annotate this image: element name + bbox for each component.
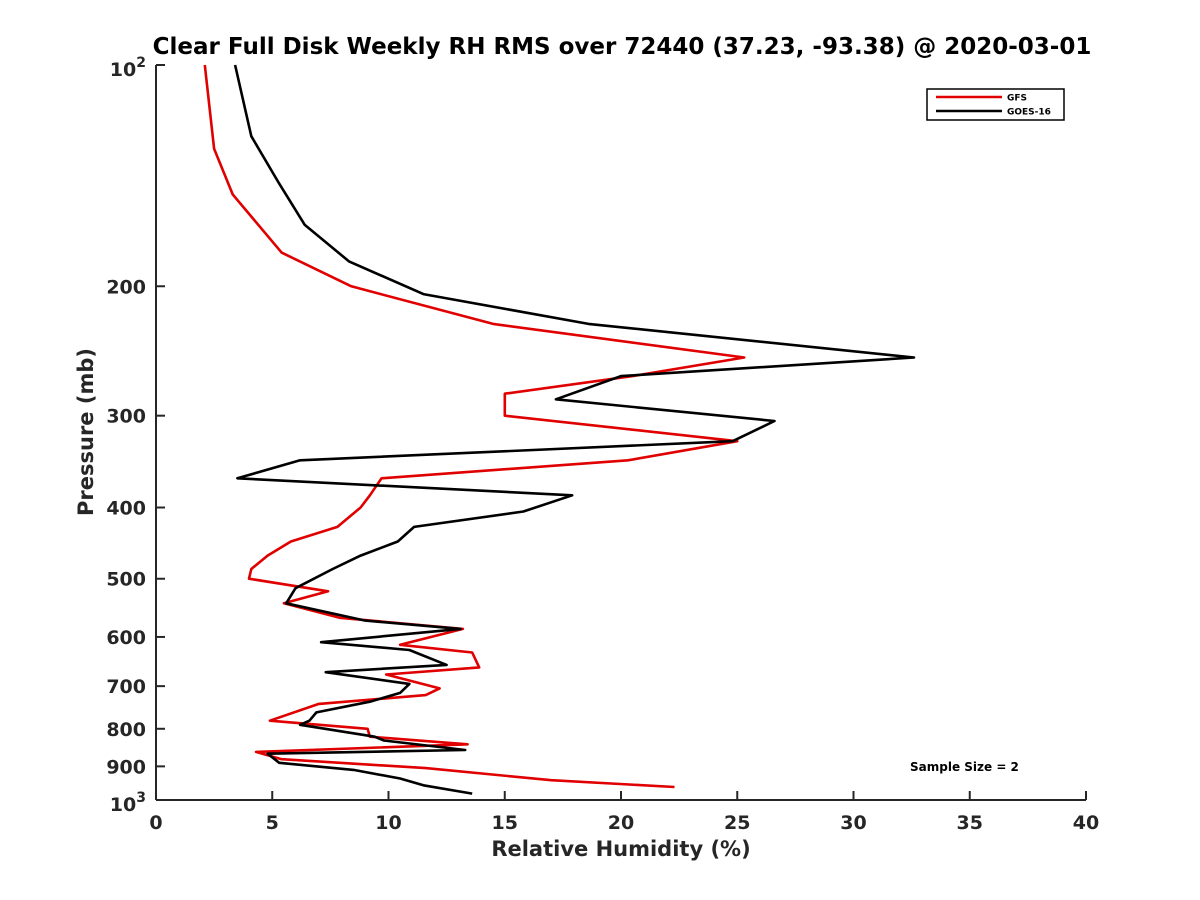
plot-area: 0 5 10 15 20 25 30 35 40 200 300 400 500 600 700 800 90… — [106, 55, 1099, 834]
x-tick-label: 40 — [1073, 812, 1099, 834]
y-tick-label-power: 102 — [110, 55, 146, 81]
x-tick-label: 30 — [840, 812, 866, 834]
x-tick-label: 0 — [149, 812, 162, 834]
x-tick-label: 20 — [608, 812, 634, 834]
y-tick-label: 700 — [106, 676, 146, 698]
y-tick-label: 400 — [106, 498, 146, 520]
legend-box — [926, 88, 1065, 121]
x-tick-label: 35 — [957, 812, 983, 834]
series-line-goes16 — [233, 64, 916, 795]
x-axis-title: Relative Humidity (%) — [491, 837, 750, 861]
series-line-gfs — [203, 64, 746, 789]
y-tick-label: 300 — [106, 406, 146, 428]
x-tick-label: 5 — [266, 812, 279, 834]
x-tick-label: 25 — [724, 812, 750, 834]
legend-label-goes16: GOES-16 — [1007, 108, 1051, 118]
series-layer — [203, 64, 916, 795]
legend: GFS GOES-16 — [926, 88, 1065, 121]
y-axis-ticks: 200 300 400 500 600 700 800 900 102 103 — [106, 55, 165, 816]
sample-size-annotation: Sample Size = 2 — [910, 760, 1019, 774]
y-tick-label-power: 103 — [110, 790, 146, 816]
y-tick-label: 200 — [106, 276, 146, 298]
x-tick-label: 15 — [492, 812, 518, 834]
y-tick-label: 900 — [106, 756, 146, 778]
chart-title: Clear Full Disk Weekly RH RMS over 72440… — [153, 34, 1092, 60]
y-tick-label: 600 — [106, 627, 146, 649]
y-tick-label: 500 — [106, 569, 146, 591]
legend-label-gfs: GFS — [1007, 94, 1027, 104]
x-axis-ticks: 0 5 10 15 20 25 30 35 40 — [149, 791, 1099, 834]
y-tick-label: 800 — [106, 719, 146, 741]
y-axis-title: Pressure (mb) — [74, 348, 98, 516]
x-tick-label: 10 — [375, 812, 401, 834]
